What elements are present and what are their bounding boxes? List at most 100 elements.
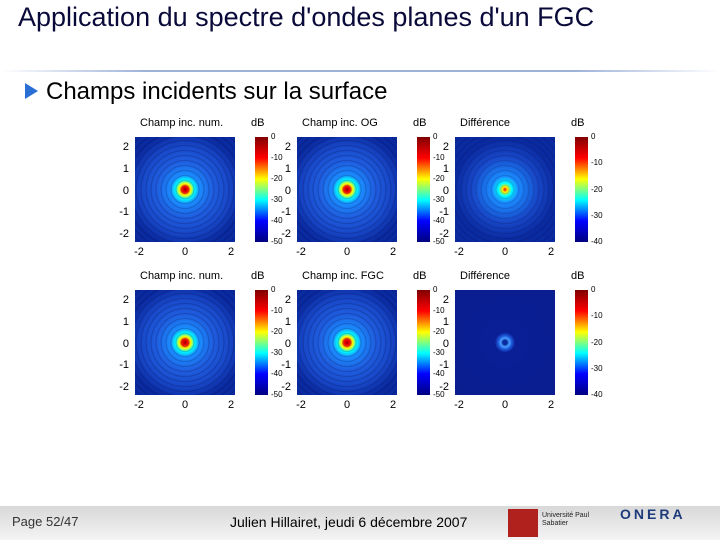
y-tick-label: 1 [442,162,449,175]
colorbar-tick-label: 0 [271,285,276,294]
colorbar-tick-label: -20 [271,327,283,336]
heatmap [297,137,397,242]
y-tick-label: 0 [284,184,291,197]
colorbar-unit: dB [413,270,427,282]
x-tick-label: 0 [501,246,509,258]
colorbar-tick-label: -50 [271,237,283,246]
colorbar-tick-label: -10 [271,306,283,315]
y-tick-label: 1 [122,315,129,328]
heatmap [455,290,555,395]
y-tick-label: -2 [119,381,129,393]
colorbar-tick-label: -30 [591,210,603,220]
colorbar-tick-label: -40 [591,390,603,399]
x-tick-label: 2 [547,399,555,411]
x-tick-label: 2 [389,246,397,258]
x-tick-label: 2 [227,246,235,258]
y-tick-label: 0 [442,184,449,197]
x-tick-label: -2 [454,399,464,411]
colorbar-unit: dB [413,117,427,129]
x-tick-label: 0 [343,399,351,411]
x-tick-label: -2 [134,246,144,258]
heatmap [297,290,397,395]
x-tick-label: -2 [134,399,144,411]
colorbar [575,137,588,242]
heatmap [135,290,235,395]
colorbar-tick-label: -10 [591,158,603,168]
colorbar-tick-label: -30 [271,195,283,204]
x-tick-label: 2 [227,399,235,411]
colorbar-unit: dB [571,117,585,129]
x-tick-label: -2 [296,246,306,258]
x-tick-label: -2 [296,399,306,411]
title-rule [0,70,720,72]
x-tick-label: 0 [343,246,351,258]
colorbar-tick-label: -40 [433,369,445,378]
y-tick-label: -1 [119,206,129,219]
y-tick-label: -1 [119,359,129,372]
panel-title: Différence [460,117,510,129]
colorbar-tick-label: -10 [433,306,445,315]
footer-bar [0,506,720,540]
author-date: Julien Hillairet, jeudi 6 décembre 2007 [230,514,468,530]
y-tick-label: 0 [122,337,129,350]
heatmap [135,137,235,242]
colorbar-tick-label: -30 [433,195,445,204]
y-tick-label: 2 [122,294,129,306]
colorbar-tick-label: -40 [271,216,283,225]
colorbar-tick-label: -40 [591,237,603,246]
heatmap [455,137,555,242]
colorbar-tick-label: -50 [433,237,445,246]
panel-title: Champ inc. FGC [302,270,384,282]
onera-logo: ONERA [620,506,686,522]
bullet-icon [25,83,38,99]
y-tick-label: -1 [439,359,449,372]
colorbar [417,290,430,395]
y-tick-label: 0 [122,184,129,197]
x-tick-label: 0 [181,399,189,411]
colorbar-tick-label: -10 [591,311,603,321]
colorbar [255,137,268,242]
y-tick-label: -1 [281,206,291,219]
slide-title: Application du spectre d'ondes planes d'… [18,2,595,32]
figure: Champ inc. num. dB 0 -10 -20 -30 -40 -50 2 1 0 -1 -2… [119,117,603,411]
colorbar-unit: dB [571,270,585,282]
colorbar-tick-label: 0 [591,285,596,294]
y-tick-label: 2 [442,294,449,306]
y-tick-label: 2 [122,141,129,153]
x-tick-label: 0 [181,246,189,258]
y-tick-label: 1 [442,315,449,328]
x-tick-label: 2 [389,399,397,411]
y-tick-label: -2 [439,228,449,240]
panel-title: Différence [460,270,510,282]
panel-title: Champ inc. num. [140,270,224,282]
colorbar-tick-label: -20 [433,174,445,183]
colorbar-tick-label: -50 [433,390,445,399]
colorbar-tick-label: -30 [433,348,445,357]
colorbar-tick-label: -20 [591,184,603,194]
x-tick-label: -2 [454,246,464,258]
y-tick-label: -2 [281,381,291,393]
bullet-text: Champs incidents sur la surface [46,78,388,105]
y-tick-label: 2 [284,141,291,153]
colorbar [575,290,588,395]
ups-logo-text: Université Paul Sabatier [542,512,590,527]
panel-title: Champ inc. OG [302,117,378,129]
y-tick-label: -2 [119,228,129,240]
colorbar-tick-label: 0 [591,132,596,141]
colorbar-tick-label: -20 [591,337,603,347]
colorbar-tick-label: -20 [433,327,445,336]
colorbar-tick-label: -50 [271,390,283,399]
colorbar-tick-label: -10 [433,153,445,162]
colorbar-tick-label: -10 [271,153,283,162]
colorbar [255,290,268,395]
y-tick-label: 0 [284,337,291,350]
colorbar [417,137,430,242]
page-number: Page 52/47 [12,514,79,529]
colorbar-tick-label: -40 [271,369,283,378]
y-tick-label: 1 [284,162,291,175]
y-tick-label: 2 [284,294,291,306]
colorbar-unit: dB [251,270,265,282]
y-tick-label: -1 [439,206,449,219]
ups-logo-mark [508,509,538,537]
